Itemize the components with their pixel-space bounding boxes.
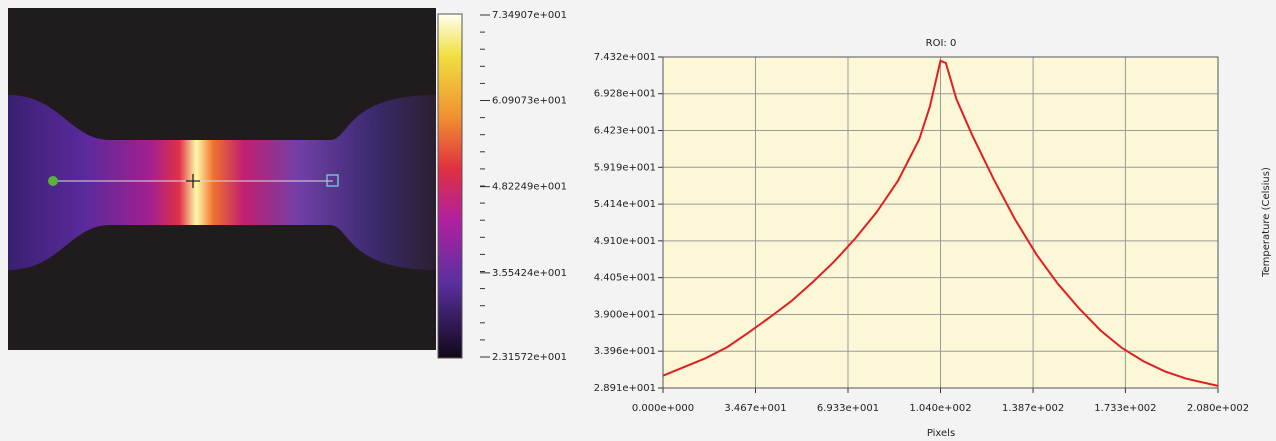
app-view: ROI: 0 Pixels Temperature (Celsius) 7.34…	[0, 0, 1276, 441]
y-tick-label: 5.414e+001	[594, 199, 656, 210]
colorbar-tick-label: 4.82249e+001	[492, 182, 567, 193]
y-tick-label: 3.900e+001	[594, 309, 656, 320]
y-tick-label: 5.919e+001	[594, 162, 656, 173]
y-tick-label: 7.432e+001	[594, 52, 656, 63]
y-tick-label: 4.405e+001	[594, 273, 656, 284]
roi-start-handle[interactable]	[48, 176, 58, 186]
x-tick-label: 0.000e+000	[632, 403, 694, 414]
x-tick-label: 1.733e+002	[1094, 403, 1156, 414]
colorbar-tick-label: 7.34907e+001	[492, 10, 567, 21]
chart-title: ROI: 0	[926, 38, 957, 49]
y-tick-label: 4.910e+001	[594, 236, 656, 247]
colorbar-tick-label: 2.31572e+001	[492, 352, 567, 363]
x-tick-label: 2.080e+002	[1187, 403, 1249, 414]
x-tick-label: 1.387e+002	[1002, 403, 1064, 414]
y-tick-label: 6.928e+001	[594, 89, 656, 100]
x-tick-label: 3.467e+001	[724, 403, 786, 414]
y-tick-label: 3.396e+001	[594, 346, 656, 357]
y-tick-label: 6.423e+001	[594, 126, 656, 137]
x-tick-label: 1.040e+002	[909, 403, 971, 414]
colorbar-tick-label: 6.09073e+001	[492, 96, 567, 107]
x-tick-label: 6.933e+001	[817, 403, 879, 414]
colorbar-tick-label: 3.55424e+001	[492, 268, 567, 279]
y-tick-label: 2.891e+001	[594, 383, 656, 394]
x-axis-label: Pixels	[927, 428, 955, 439]
y-axis-label: Temperature (Celsius)	[1261, 167, 1272, 278]
colorbar	[438, 14, 462, 358]
